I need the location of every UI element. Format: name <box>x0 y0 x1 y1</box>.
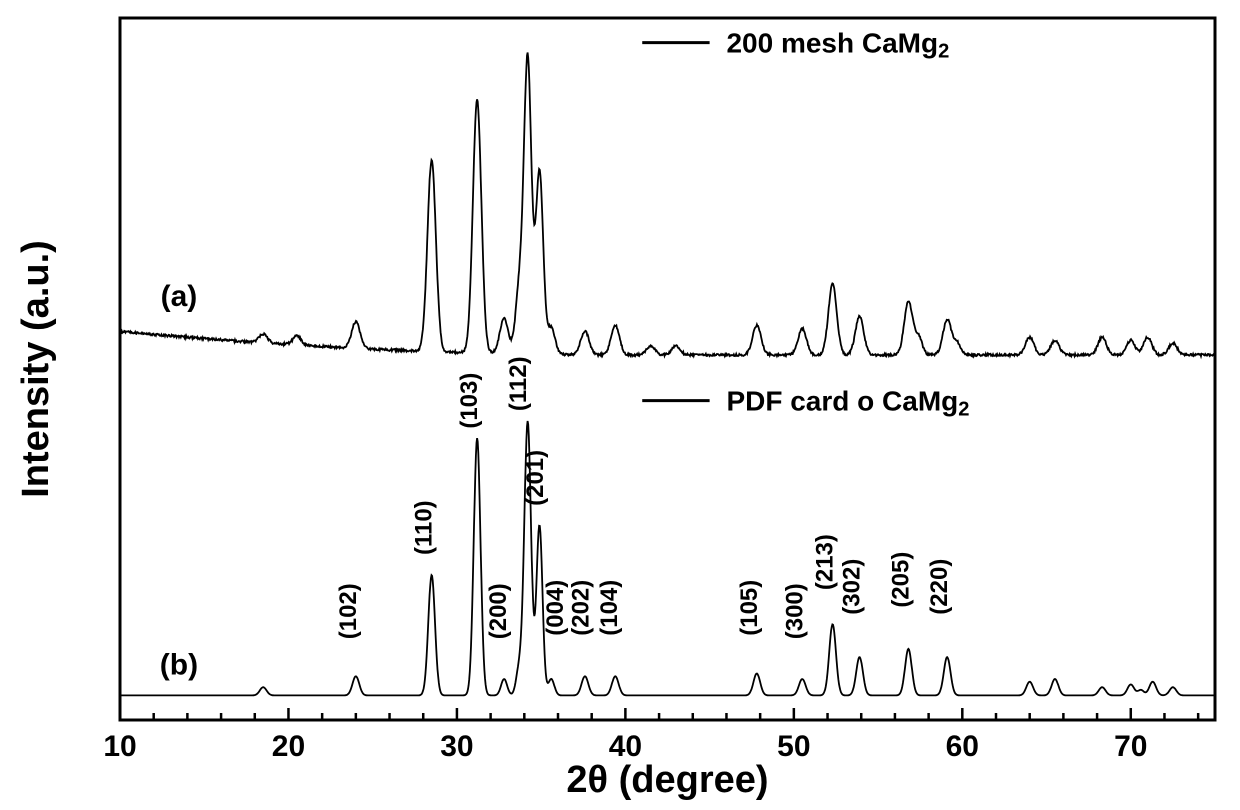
miller-label: (220) <box>926 559 953 615</box>
miller-label: (105) <box>736 580 763 636</box>
miller-label: (004) <box>542 580 569 636</box>
miller-label: (102) <box>335 583 362 639</box>
miller-label: (213) <box>812 534 839 590</box>
x-tick-label: 60 <box>946 730 979 763</box>
miller-label: (200) <box>485 583 512 639</box>
y-axis-label: Intensity (a.u.) <box>15 240 57 498</box>
panel-label: (b) <box>160 648 198 681</box>
xrd-plot: 102030405060702θ (degree)Intensity (a.u.… <box>0 0 1240 810</box>
x-tick-label: 50 <box>777 730 810 763</box>
x-tick-label: 30 <box>440 730 473 763</box>
miller-label: (112) <box>505 356 532 411</box>
miller-label: (110) <box>411 500 438 555</box>
miller-label: (202) <box>567 580 594 636</box>
panel-label: (a) <box>161 280 198 313</box>
x-tick-label: 70 <box>1114 730 1147 763</box>
x-tick-label: 10 <box>103 730 136 763</box>
legend-label: 200 mesh CaMg2 <box>726 27 949 62</box>
x-axis-label: 2θ (degree) <box>566 759 768 801</box>
legend-label: PDF card o CaMg2 <box>726 385 969 420</box>
miller-label: (104) <box>596 580 623 636</box>
miller-label: (103) <box>456 373 483 429</box>
miller-label: (302) <box>839 559 866 615</box>
chart-svg: 102030405060702θ (degree)Intensity (a.u.… <box>0 0 1240 810</box>
miller-label: (201) <box>522 450 549 506</box>
x-tick-label: 20 <box>272 730 305 763</box>
miller-label: (300) <box>781 583 808 639</box>
miller-label: (205) <box>887 552 914 608</box>
